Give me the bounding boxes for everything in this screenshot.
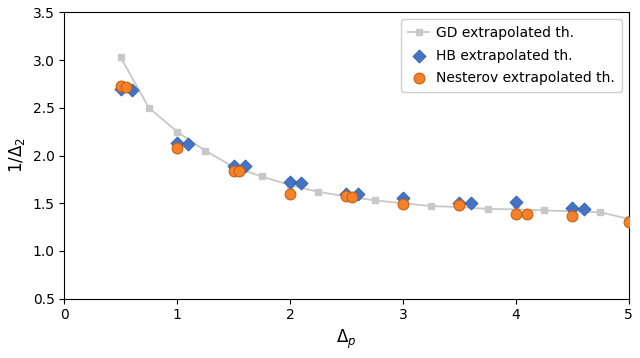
Nesterov extrapolated th. — [567, 213, 577, 219]
X-axis label: $\Delta_p$: $\Delta_p$ — [336, 328, 356, 351]
HB extrapolated th. — [172, 140, 182, 145]
GD extrapolated th. — [145, 106, 153, 110]
GD extrapolated th. — [173, 130, 181, 134]
HB extrapolated th. — [567, 205, 577, 211]
Nesterov extrapolated th. — [347, 194, 357, 199]
HB extrapolated th. — [240, 164, 250, 169]
HB extrapolated th. — [353, 191, 363, 197]
GD extrapolated th. — [540, 208, 548, 213]
HB extrapolated th. — [465, 200, 476, 206]
HB extrapolated th. — [579, 206, 589, 212]
GD extrapolated th. — [625, 217, 632, 221]
GD extrapolated th. — [512, 207, 520, 212]
GD extrapolated th. — [314, 190, 322, 194]
HB extrapolated th. — [398, 195, 408, 201]
Nesterov extrapolated th. — [116, 83, 126, 89]
GD extrapolated th. — [230, 165, 237, 169]
GD extrapolated th. — [202, 149, 209, 153]
GD extrapolated th. — [456, 205, 463, 209]
GD extrapolated th. — [399, 201, 407, 205]
GD extrapolated th. — [117, 55, 125, 59]
GD extrapolated th. — [286, 183, 294, 187]
Nesterov extrapolated th. — [623, 219, 634, 225]
Nesterov extrapolated th. — [234, 168, 244, 174]
HB extrapolated th. — [341, 191, 351, 197]
Line: GD extrapolated th.: GD extrapolated th. — [118, 54, 632, 222]
Nesterov extrapolated th. — [341, 193, 351, 199]
GD extrapolated th. — [258, 174, 266, 179]
Nesterov extrapolated th. — [172, 145, 182, 151]
GD extrapolated th. — [428, 204, 435, 208]
HB extrapolated th. — [183, 141, 193, 146]
Nesterov extrapolated th. — [511, 211, 521, 217]
Nesterov extrapolated th. — [228, 168, 239, 174]
HB extrapolated th. — [116, 86, 126, 92]
Y-axis label: $1/\Delta_2$: $1/\Delta_2$ — [7, 137, 27, 174]
Nesterov extrapolated th. — [454, 202, 465, 208]
Nesterov extrapolated th. — [398, 201, 408, 207]
Nesterov extrapolated th. — [522, 211, 532, 217]
GD extrapolated th. — [484, 207, 492, 211]
HB extrapolated th. — [296, 180, 307, 185]
Nesterov extrapolated th. — [121, 84, 131, 90]
Legend: GD extrapolated th., HB extrapolated th., Nesterov extrapolated th.: GD extrapolated th., HB extrapolated th.… — [401, 19, 621, 92]
GD extrapolated th. — [371, 198, 378, 203]
Nesterov extrapolated th. — [285, 191, 295, 197]
GD extrapolated th. — [596, 210, 604, 214]
HB extrapolated th. — [228, 163, 239, 168]
HB extrapolated th. — [511, 199, 521, 205]
GD extrapolated th. — [568, 209, 576, 213]
HB extrapolated th. — [127, 87, 137, 93]
HB extrapolated th. — [454, 200, 465, 205]
HB extrapolated th. — [285, 179, 295, 185]
GD extrapolated th. — [342, 194, 350, 199]
